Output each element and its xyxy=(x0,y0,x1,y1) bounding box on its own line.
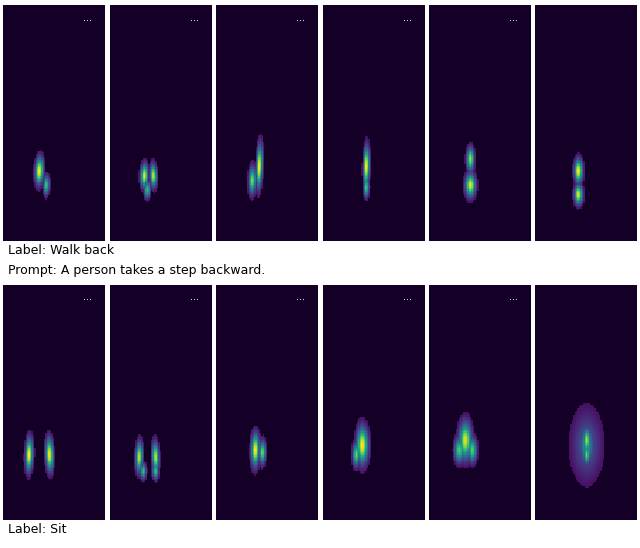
Text: ...: ... xyxy=(83,292,92,302)
Text: ...: ... xyxy=(403,13,412,22)
Text: Label: Sit: Label: Sit xyxy=(8,523,67,536)
Text: Prompt: A person takes a step backward.: Prompt: A person takes a step backward. xyxy=(8,264,266,277)
Text: Frame:24: Frame:24 xyxy=(429,274,476,284)
Text: Frame:30: Frame:30 xyxy=(536,0,582,5)
Text: Frame:24: Frame:24 xyxy=(429,0,476,5)
Text: Frame:12: Frame:12 xyxy=(216,0,263,5)
Text: Frame:6: Frame:6 xyxy=(109,274,151,284)
Text: ...: ... xyxy=(296,292,305,302)
Text: Frame:12: Frame:12 xyxy=(216,274,263,284)
Text: Frame:1: Frame:1 xyxy=(3,0,44,5)
Text: ...: ... xyxy=(83,13,92,22)
Text: Frame:6: Frame:6 xyxy=(109,0,151,5)
Text: ...: ... xyxy=(296,13,305,22)
Text: ...: ... xyxy=(403,292,412,302)
Text: ...: ... xyxy=(509,13,518,22)
Text: Frame:18: Frame:18 xyxy=(323,274,369,284)
Text: Frame:1: Frame:1 xyxy=(3,274,44,284)
Text: Frame:18: Frame:18 xyxy=(323,0,369,5)
Text: Frame:30: Frame:30 xyxy=(536,274,582,284)
Text: ...: ... xyxy=(509,292,518,302)
Text: ...: ... xyxy=(190,292,199,302)
Text: Label: Walk back: Label: Walk back xyxy=(8,244,115,257)
Text: ...: ... xyxy=(190,13,199,22)
